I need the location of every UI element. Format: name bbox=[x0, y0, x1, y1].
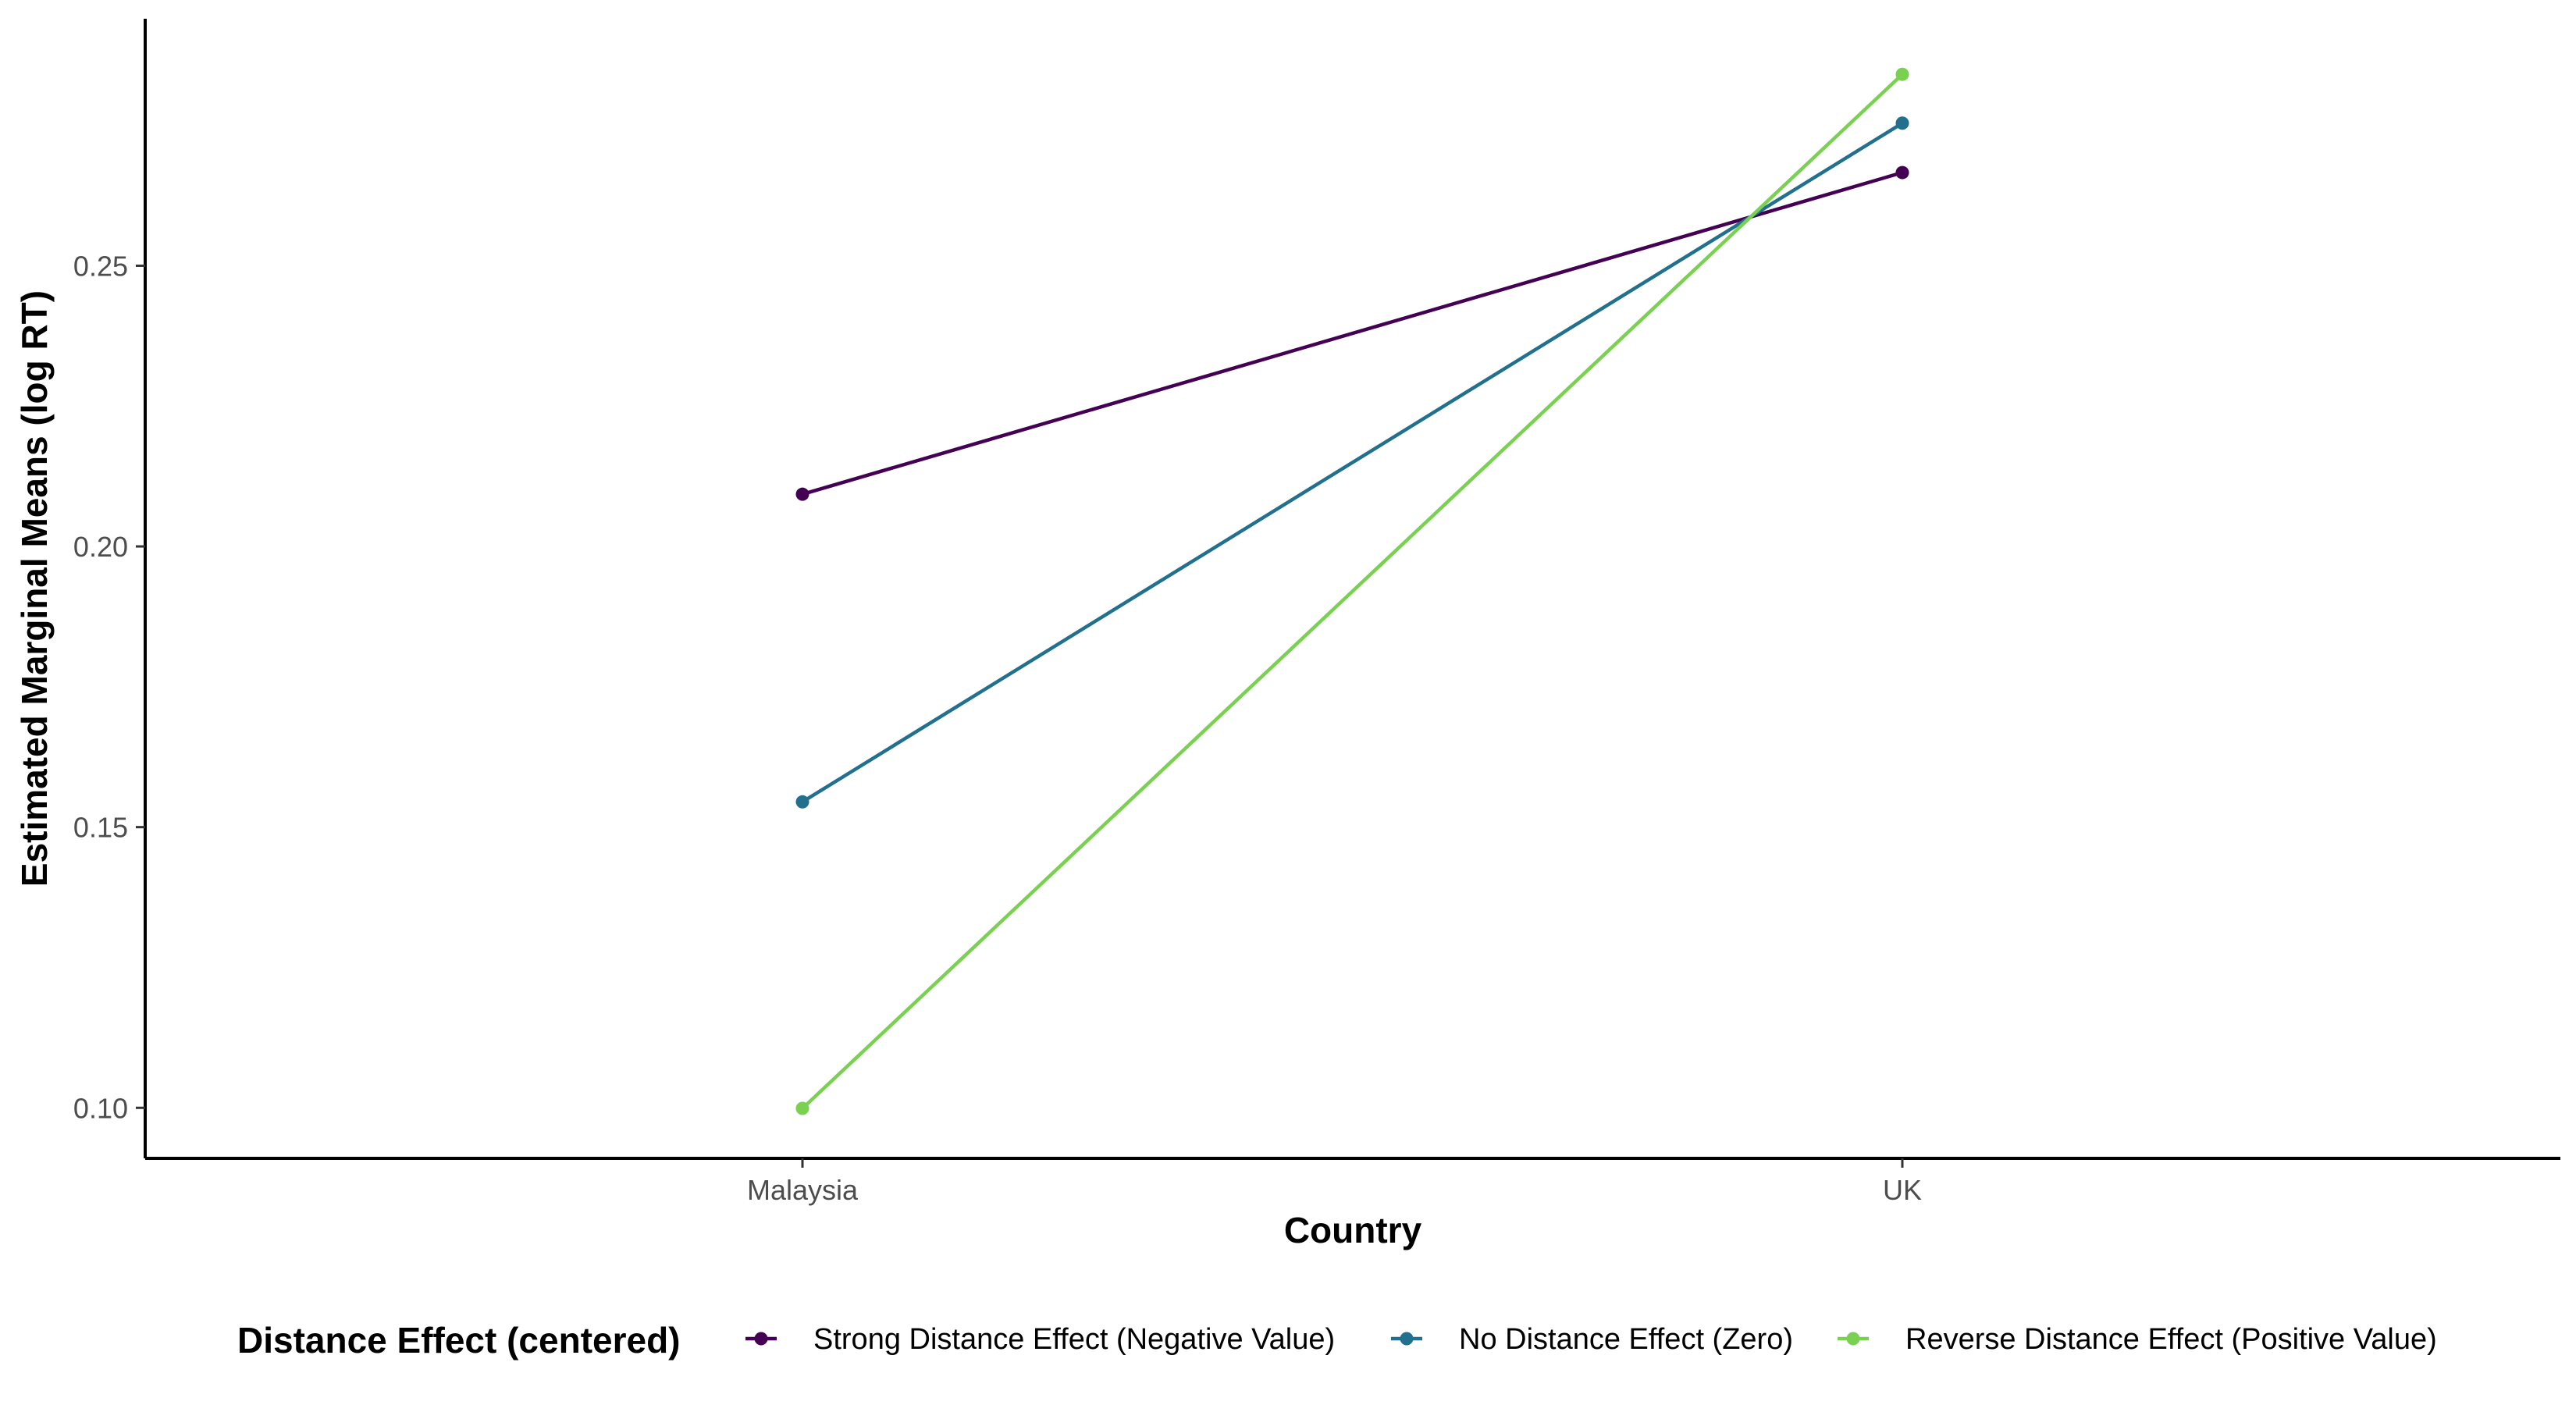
series-line-1 bbox=[801, 121, 1904, 804]
data-point-2-1 bbox=[1895, 67, 1909, 81]
data-point-1-1 bbox=[1895, 116, 1909, 130]
axes bbox=[144, 19, 2560, 1160]
data-point-2-0 bbox=[795, 1101, 809, 1115]
y-tick-label: 0.15 bbox=[73, 812, 128, 844]
legend-label-2: Reverse Distance Effect (Positive Value) bbox=[1905, 1323, 2437, 1356]
legend-label-1: No Distance Effect (Zero) bbox=[1459, 1323, 1793, 1356]
legend-key-point-2 bbox=[1846, 1332, 1860, 1346]
legend: Distance Effect (centered) Strong Distan… bbox=[237, 1320, 2437, 1361]
legend-key-point-1 bbox=[1400, 1332, 1414, 1346]
y-tick-label: 0.10 bbox=[73, 1092, 128, 1124]
legend-title: Distance Effect (centered) bbox=[237, 1320, 681, 1361]
data-point-1-0 bbox=[795, 795, 809, 809]
series-line-0 bbox=[802, 170, 1903, 496]
y-ticks: 0.10 0.15 0.20 0.25 bbox=[73, 250, 145, 1124]
x-tick-label: UK bbox=[1883, 1174, 1922, 1206]
legend-items: Strong Distance Effect (Negative Value) N… bbox=[745, 1323, 2437, 1356]
x-axis-title: Country bbox=[1284, 1210, 1422, 1250]
y-axis-title: Estimated Marginal Means (log RT) bbox=[14, 290, 55, 887]
legend-key-point-0 bbox=[754, 1332, 768, 1346]
y-tick-label: 0.20 bbox=[73, 531, 128, 563]
x-tick-label: Malaysia bbox=[747, 1174, 859, 1206]
series-points bbox=[795, 67, 1909, 1115]
series-lines bbox=[801, 73, 1904, 1110]
y-tick-label: 0.25 bbox=[73, 250, 128, 282]
data-point-0-1 bbox=[1895, 165, 1909, 180]
x-ticks: Malaysia UK bbox=[747, 1158, 1922, 1206]
data-point-0-0 bbox=[795, 487, 809, 501]
series-line-2 bbox=[801, 73, 1904, 1110]
legend-label-0: Strong Distance Effect (Negative Value) bbox=[813, 1323, 1335, 1356]
